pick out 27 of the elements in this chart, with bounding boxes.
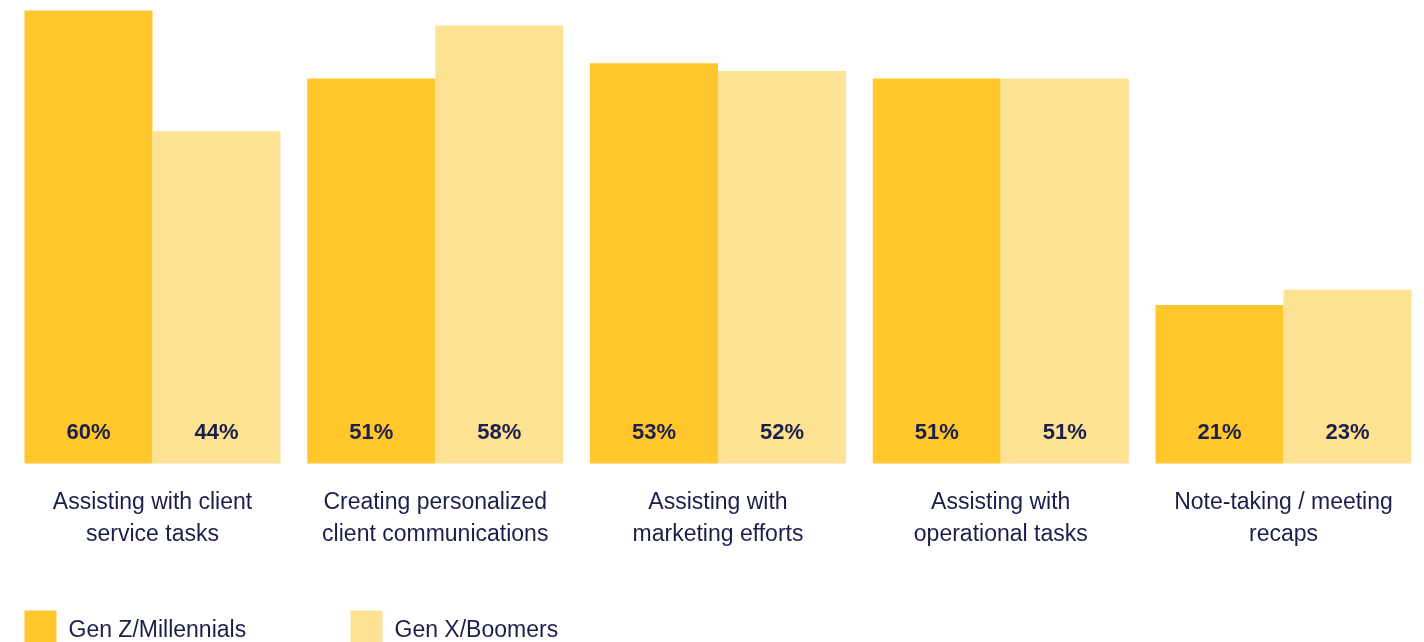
bar xyxy=(590,63,718,464)
bar xyxy=(1283,289,1412,464)
data-label: 51% xyxy=(1042,419,1087,444)
data-label: 60% xyxy=(66,419,111,444)
data-label: 51% xyxy=(349,419,394,444)
data-label: 53% xyxy=(631,419,677,444)
bar xyxy=(307,78,436,464)
bar xyxy=(1155,304,1284,464)
bar xyxy=(718,70,846,464)
data-label: 51% xyxy=(914,419,959,444)
data-label: 21% xyxy=(1197,419,1242,444)
bar xyxy=(152,131,281,464)
x-tick-label: Assisting with operational tasks xyxy=(913,487,1088,546)
data-label: 52% xyxy=(759,419,805,444)
x-tick-label: Creating personalized client communications xyxy=(322,487,549,546)
bar xyxy=(872,78,1001,464)
data-label: 44% xyxy=(194,419,239,444)
x-tick-label: Note-taking / meeting recaps xyxy=(1174,487,1393,546)
bar xyxy=(1000,78,1129,464)
legend-label: Gen X/Boomers xyxy=(394,615,559,642)
bar xyxy=(24,10,153,464)
data-label: 58% xyxy=(477,419,522,444)
bar xyxy=(435,25,564,464)
legend-label: Gen Z/Millennials xyxy=(68,615,247,642)
data-label: 23% xyxy=(1325,419,1370,444)
x-tick-label: Assisting with client service tasks xyxy=(52,487,253,546)
x-tick-label: Assisting with marketing efforts xyxy=(632,487,804,546)
